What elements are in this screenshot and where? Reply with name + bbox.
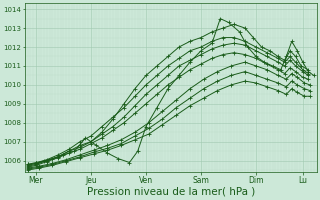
X-axis label: Pression niveau de la mer( hPa ): Pression niveau de la mer( hPa ) bbox=[87, 187, 255, 197]
